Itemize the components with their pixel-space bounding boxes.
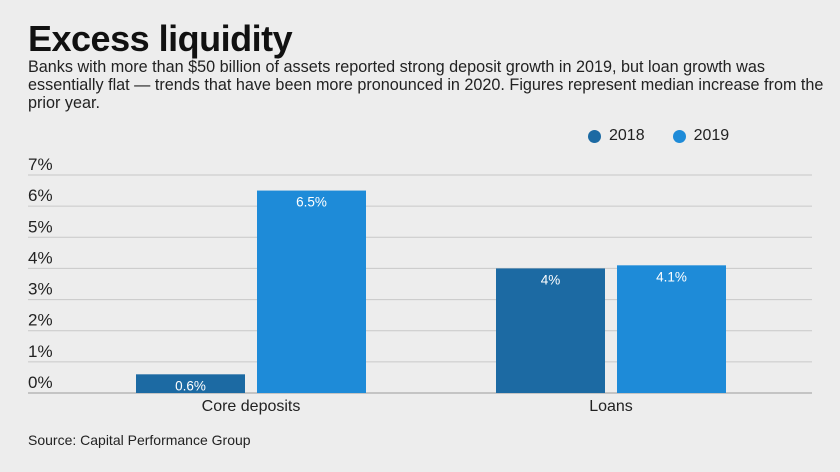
y-tick-label: 0% — [28, 373, 53, 392]
y-tick-label: 4% — [28, 248, 53, 267]
bar-2018-core-deposits — [136, 374, 245, 393]
legend-swatch-2019 — [672, 129, 686, 143]
bar-value-label: 0.6% — [175, 378, 206, 393]
category-label: Loans — [589, 398, 633, 415]
bars — [136, 190, 726, 393]
source-note: Source: Capital Performance Group — [28, 432, 251, 448]
chart-title: Excess liquidity — [28, 18, 293, 59]
legend-item-2018: 2018 — [588, 127, 645, 145]
y-tick-label: 1% — [28, 342, 53, 361]
bar-value-label: 4% — [541, 272, 561, 287]
y-tick-label: 6% — [28, 186, 53, 205]
legend-item-2019: 2019 — [672, 127, 730, 145]
y-tick-label: 5% — [28, 217, 53, 236]
bar-2019-loans — [617, 265, 726, 393]
legend-label-2018: 2018 — [609, 127, 645, 144]
y-tick-label: 2% — [28, 311, 53, 330]
legend-swatch-2018 — [588, 129, 601, 143]
bar-labels: 0.6% 6.5% 4% 4.1% — [175, 195, 687, 394]
y-axis-ticks: 0% 1% 2% 3% 4% 5% 6% 7% — [28, 155, 53, 392]
bar-2019-core-deposits — [257, 190, 366, 393]
x-axis-categories: Core deposits Loans — [202, 398, 633, 415]
bar-2018-loans — [496, 268, 605, 393]
bar-value-label: 6.5% — [296, 195, 327, 210]
category-label: Core deposits — [202, 398, 301, 415]
legend: 2018 2019 — [588, 127, 757, 145]
legend-label-2019: 2019 — [693, 127, 730, 144]
y-tick-label: 3% — [28, 280, 53, 299]
y-tick-label: 7% — [28, 155, 53, 174]
chart-subtitle: Banks with more than $50 billion of asse… — [28, 58, 824, 112]
bar-value-label: 4.1% — [656, 269, 687, 284]
